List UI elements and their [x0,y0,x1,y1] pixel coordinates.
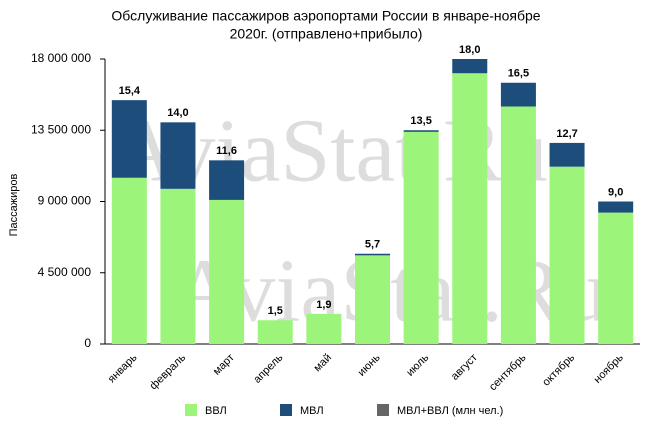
bar-segment [500,106,536,344]
x-tick-label: август [449,352,480,383]
x-tick-label: май [312,352,335,375]
bar-segment [257,320,293,344]
data-label: 1,5 [268,305,283,317]
bar-segment [160,188,196,344]
bar-segment [549,142,585,167]
data-label: 12,7 [556,128,577,140]
x-tick-label: октябрь [540,352,577,389]
legend-label: ВВЛ [205,405,227,417]
x-tick-label: март [211,352,237,378]
data-label: 1,9 [316,299,331,311]
bar-segment [403,130,439,132]
y-axis-label: Пассажиров [8,173,20,236]
bar-segment [598,201,634,213]
bar-segment [111,177,147,344]
bar-segment [209,199,245,344]
legend-swatch [280,404,292,416]
y-tick-label: 18 000 000 [31,51,91,65]
x-tick-label: июнь [356,352,383,379]
data-label: 16,5 [508,68,529,80]
bar-segment [209,160,245,200]
data-label: 5,7 [365,239,380,251]
data-label: 18,0 [459,44,480,56]
legend-swatch [185,404,197,416]
bar-segment [549,166,585,344]
bar-segment [306,313,342,344]
bar-segment [500,82,536,107]
bar-segment [160,122,196,189]
bar-segment [598,212,634,344]
x-tick-label: апрель [251,352,285,386]
x-tick-label: сентябрь [487,352,529,394]
bar-segment [403,131,439,344]
bar-segment [452,59,488,74]
x-tick-label: февраль [148,352,189,393]
legend-swatch [377,404,389,416]
data-label: 9,0 [608,186,623,198]
x-tick-label: июль [404,352,431,379]
chart-title: 2020г. (отправлено+прибыло) [230,26,423,42]
y-tick-label: 9 000 000 [38,194,92,208]
bar-segment [354,253,391,256]
data-label: 11,6 [216,145,237,157]
data-label: 13,5 [410,115,431,127]
y-tick-label: 13 500 000 [31,122,91,136]
data-label: 14,0 [167,107,188,119]
bar-segment [111,100,147,178]
bar-segment [354,255,391,344]
chart-title: Обслуживание пассажиров аэропортами Росс… [111,8,540,24]
x-tick-label: ноябрь [592,352,626,386]
data-label: 15,4 [119,85,141,97]
x-tick-label: январь [106,352,140,386]
legend-label: МВЛ [300,405,324,417]
bar-segment [452,73,488,344]
y-tick-label: 4 500 000 [38,265,92,279]
y-tick-label: 0 [84,336,91,350]
legend-label: МВЛ+ВВЛ (млн чел.) [397,405,503,417]
